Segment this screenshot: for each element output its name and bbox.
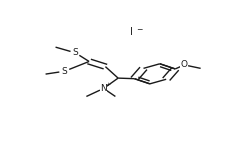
Text: S: S: [62, 67, 67, 76]
Text: N: N: [100, 84, 107, 93]
Text: −: −: [136, 25, 142, 34]
Text: S: S: [73, 48, 78, 57]
Text: I: I: [130, 27, 133, 37]
Text: O: O: [181, 60, 188, 69]
Text: +: +: [106, 83, 111, 87]
